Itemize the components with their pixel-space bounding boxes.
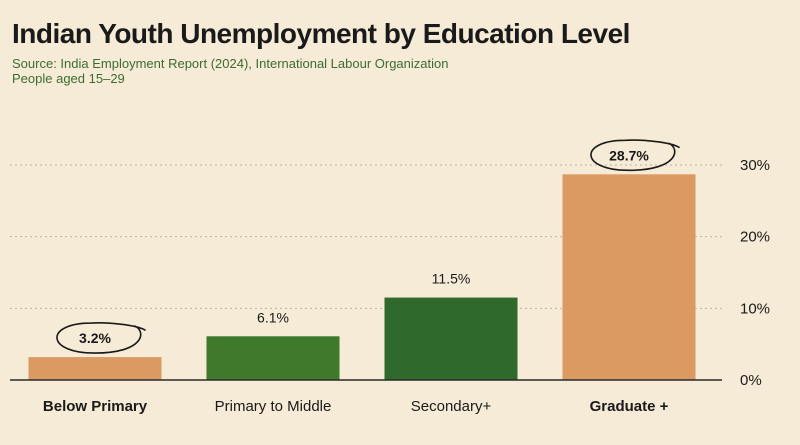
bar: [206, 336, 340, 380]
y-tick-label: 0%: [740, 372, 762, 389]
bar-value-label: 3.2%: [79, 330, 111, 346]
bar-value-label: 6.1%: [257, 309, 289, 325]
chart-subtitle: People aged 15–29: [12, 71, 125, 86]
category-label: Below Primary: [43, 398, 148, 415]
grid-layer: [10, 164, 722, 309]
category-label: Primary to Middle: [215, 398, 332, 415]
label-layer: 3.2% Below Primary 6.1% Primary to Middle 11…: [43, 139, 680, 415]
bar-value-label: 11.5%: [432, 271, 471, 287]
category-label: Graduate +: [590, 398, 669, 415]
bar-value-label: 28.7%: [609, 147, 649, 163]
y-tick-label: 10%: [740, 300, 770, 317]
bar-layer: [28, 174, 696, 380]
bar: [562, 174, 696, 380]
category-label: Secondary+: [411, 398, 492, 415]
bar: [384, 297, 518, 380]
y-tick-label: 30%: [740, 157, 770, 174]
bar: [28, 357, 162, 380]
chart-header: Indian Youth Unemployment by Education L…: [12, 18, 630, 86]
chart-title: Indian Youth Unemployment by Education L…: [12, 18, 630, 49]
chart-source: Source: India Employment Report (2024), …: [12, 56, 449, 71]
highlight-circle: [56, 322, 146, 354]
y-tick-label: 20%: [740, 229, 770, 246]
highlight-circle: [590, 139, 680, 172]
axis-layer: 0% 10% 20% 30%: [10, 157, 770, 389]
